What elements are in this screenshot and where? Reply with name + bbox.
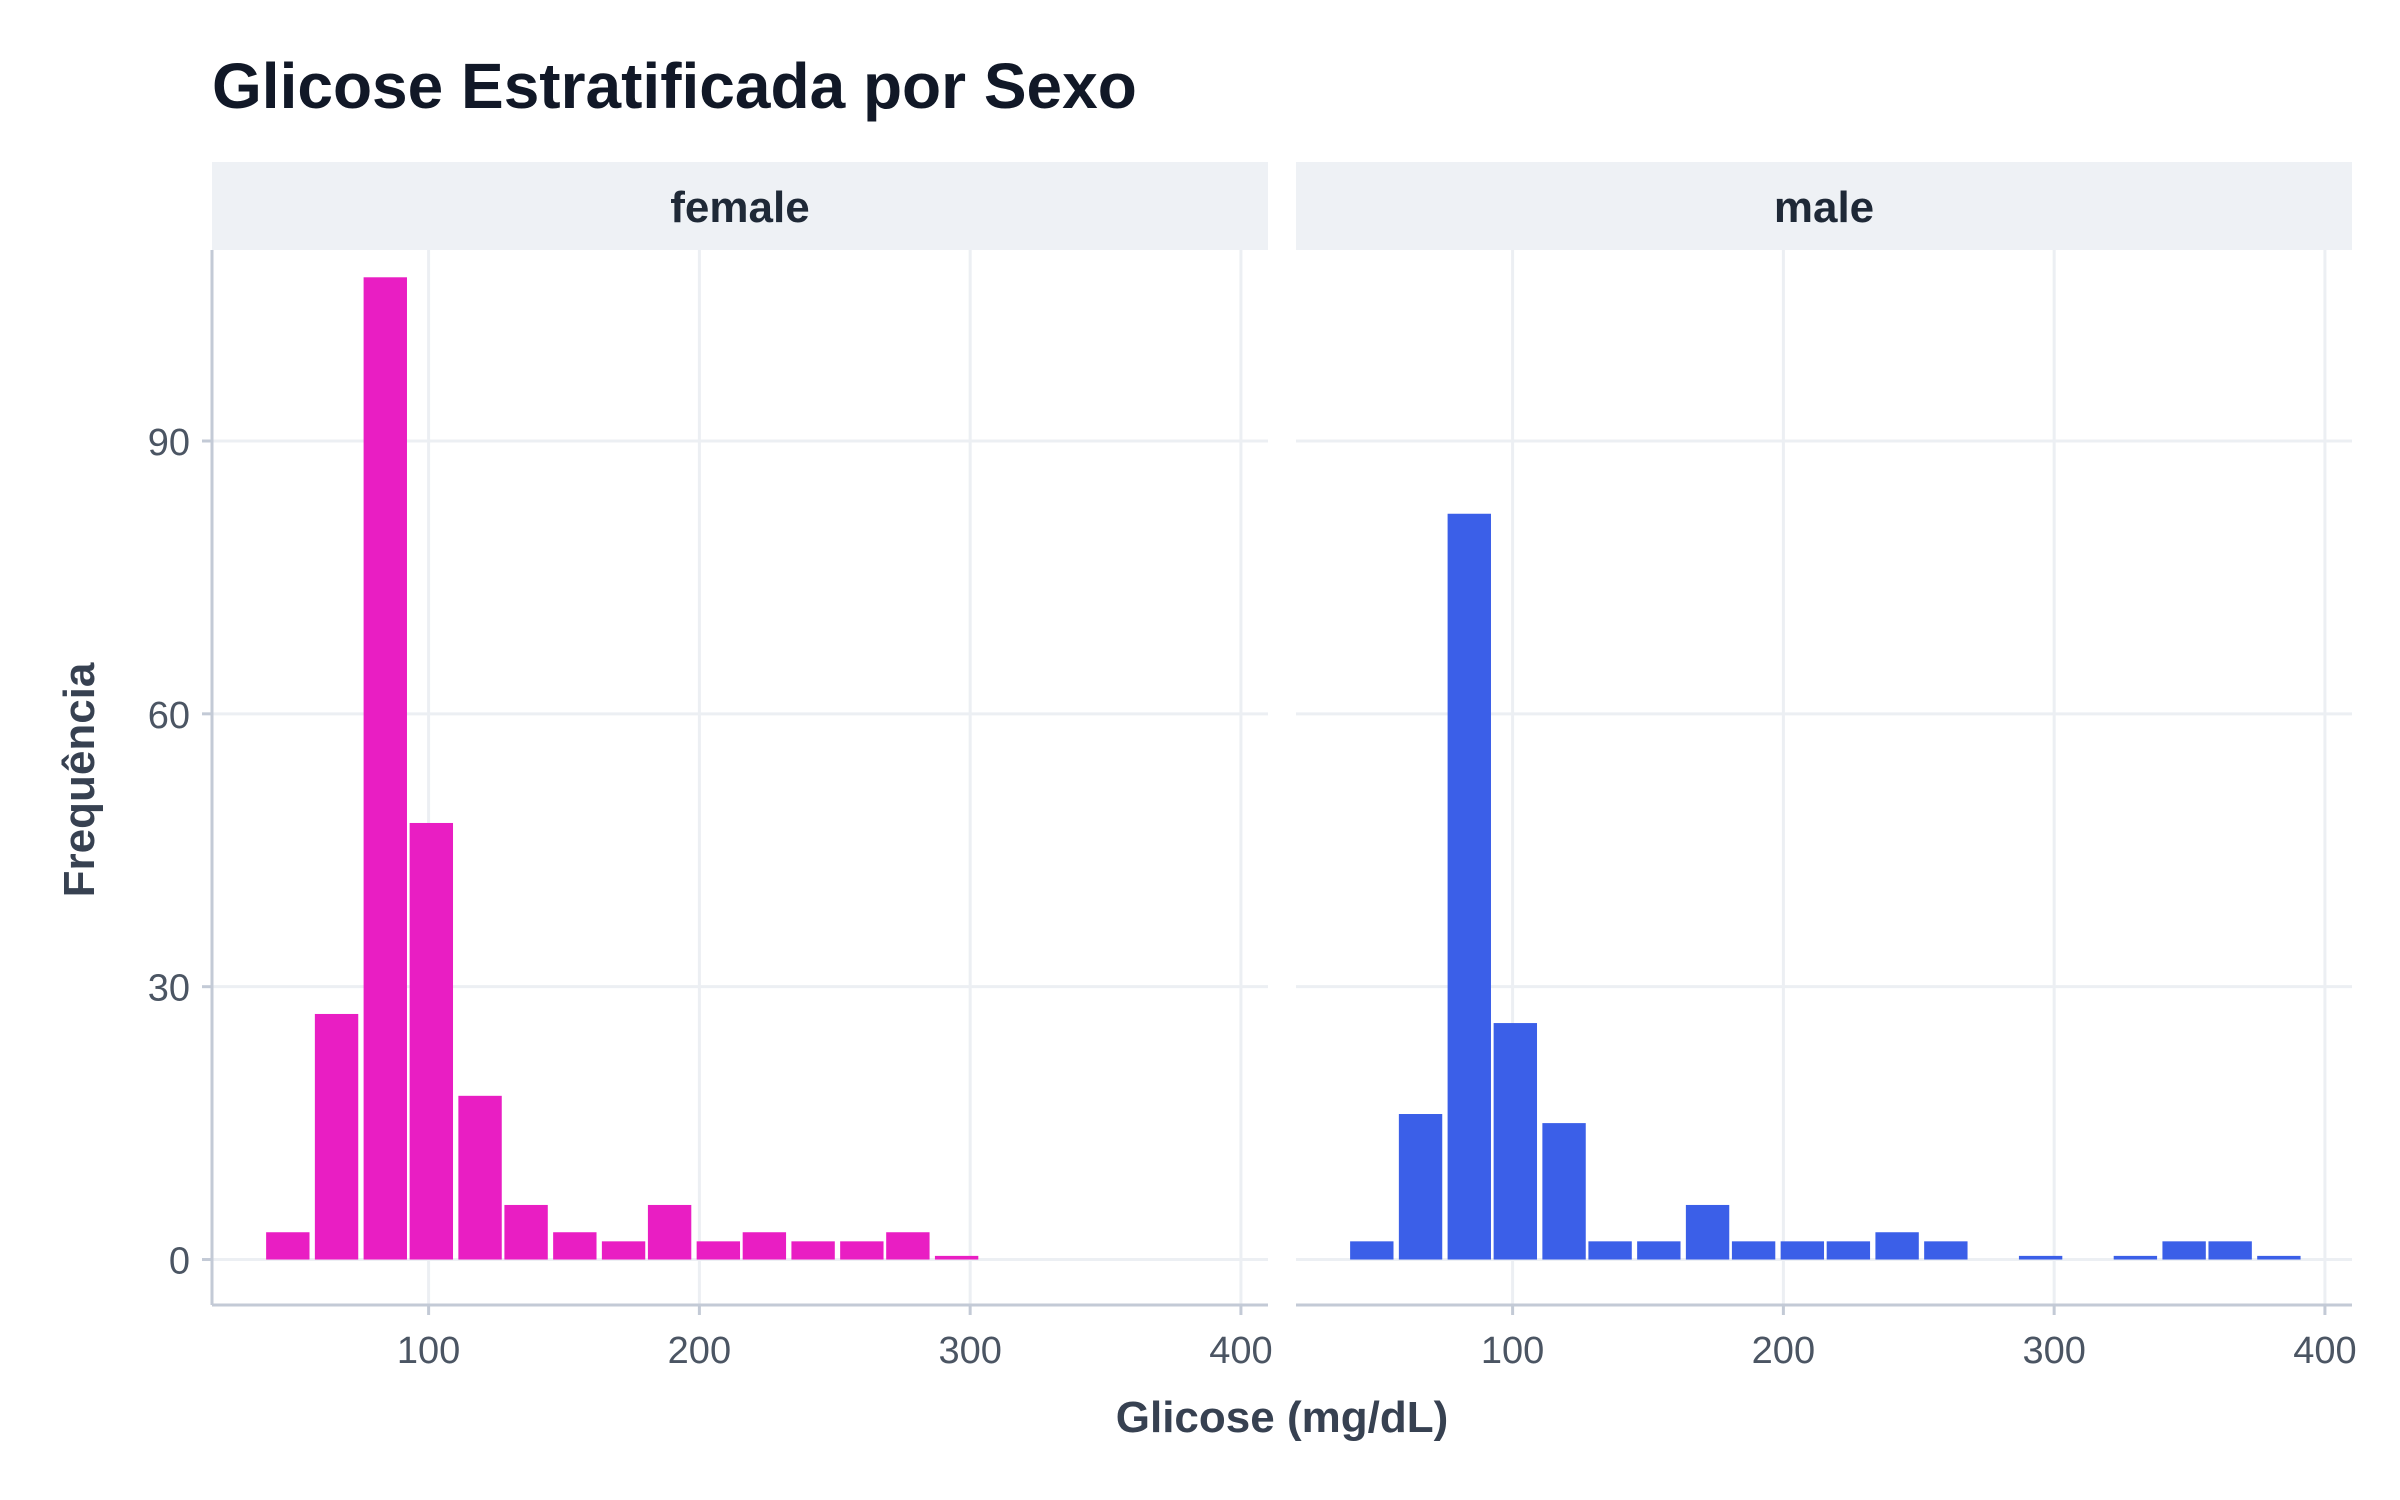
y-tick-label: 60: [148, 695, 190, 737]
bar: [1542, 1123, 1586, 1260]
bar: [742, 1232, 787, 1260]
y-axis-title: Frequência: [55, 662, 104, 897]
bar: [409, 822, 454, 1260]
panel-male: male 100 200 300 400: [1296, 162, 2357, 1372]
bar: [2018, 1255, 2063, 1260]
bar: [1588, 1241, 1632, 1260]
bar: [2162, 1241, 2206, 1260]
panels-layer: female 0 30 60 90 100 200 300 400 male 100 200 300 40…: [148, 162, 2357, 1372]
bar: [1447, 513, 1491, 1260]
x-tick-label: 300: [2022, 1330, 2085, 1372]
bar: [696, 1241, 741, 1260]
chart-title: Glicose Estratificada por Sexo: [212, 50, 1137, 122]
bar: [1731, 1241, 1776, 1260]
bar: [1493, 1023, 1538, 1260]
facet-strip: [1296, 162, 2352, 250]
facet-strip: [212, 162, 1268, 250]
bar: [1780, 1241, 1825, 1260]
y-tick-label: 90: [148, 422, 190, 464]
y-tick-label: 0: [169, 1241, 190, 1283]
bar: [1350, 1241, 1394, 1260]
bar: [1637, 1241, 1681, 1260]
bar: [2208, 1241, 2252, 1260]
facet-label-male: male: [1774, 183, 1874, 232]
bar: [1398, 1114, 1443, 1260]
bar: [934, 1255, 979, 1260]
bar: [791, 1241, 835, 1260]
bar: [314, 1013, 359, 1260]
bar: [2257, 1255, 2301, 1260]
x-tick-label: 200: [668, 1330, 731, 1372]
x-tick-label: 400: [2293, 1330, 2356, 1372]
x-tick-label: 100: [1481, 1330, 1544, 1372]
bar: [1685, 1204, 1730, 1260]
y-tick-label: 30: [148, 968, 190, 1010]
bar: [601, 1241, 646, 1260]
bar: [504, 1204, 548, 1260]
bar: [1924, 1241, 1968, 1260]
bar: [553, 1232, 597, 1260]
x-tick-label: 300: [938, 1330, 1001, 1372]
bar: [886, 1232, 930, 1260]
x-tick-label: 400: [1209, 1330, 1272, 1372]
facet-label-female: female: [670, 183, 809, 232]
bar: [266, 1232, 310, 1260]
bar: [647, 1204, 692, 1260]
bar: [363, 277, 407, 1260]
bar: [1875, 1232, 1919, 1260]
bar: [458, 1095, 502, 1260]
bar: [1826, 1241, 1871, 1260]
x-tick-label: 200: [1752, 1330, 1815, 1372]
x-axis-title: Glicose (mg/dL): [1116, 1393, 1448, 1442]
bar: [840, 1241, 884, 1260]
bar: [2113, 1255, 2158, 1260]
x-tick-label: 100: [397, 1330, 460, 1372]
panel-female: female 0 30 60 90 100 200 300 400: [148, 162, 1273, 1372]
